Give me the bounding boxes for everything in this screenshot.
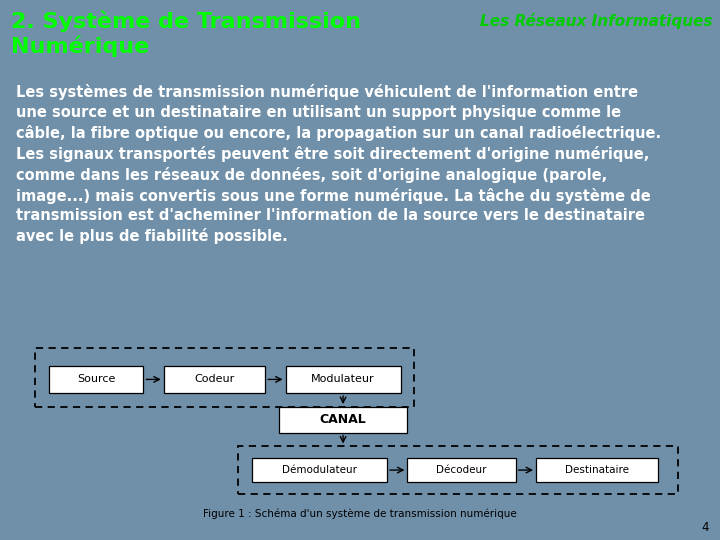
Bar — [238, 447, 678, 494]
Text: 4: 4 — [702, 521, 709, 534]
Text: Les systèmes de transmission numérique véhiculent de l'information entre
une sou: Les systèmes de transmission numérique v… — [17, 84, 662, 244]
Bar — [49, 366, 143, 393]
Text: Destinataire: Destinataire — [565, 465, 629, 475]
Bar — [286, 366, 400, 393]
Text: Modulateur: Modulateur — [311, 374, 375, 384]
Bar — [163, 366, 265, 393]
Bar — [408, 458, 516, 482]
Text: Figure 1 : Schéma d'un système de transmission numérique: Figure 1 : Schéma d'un système de transm… — [203, 508, 517, 519]
Bar — [252, 458, 387, 482]
Text: Décodeur: Décodeur — [436, 465, 487, 475]
Text: 2. Système de Transmission
Numérique: 2. Système de Transmission Numérique — [11, 11, 361, 57]
Text: CANAL: CANAL — [320, 413, 366, 426]
Text: Source: Source — [77, 374, 115, 384]
Text: Démodulateur: Démodulateur — [282, 465, 357, 475]
Bar — [35, 348, 414, 407]
Text: Les Réseaux Informatiques: Les Réseaux Informatiques — [480, 13, 713, 29]
Bar — [536, 458, 658, 482]
Bar — [279, 407, 408, 433]
Text: Codeur: Codeur — [194, 374, 235, 384]
